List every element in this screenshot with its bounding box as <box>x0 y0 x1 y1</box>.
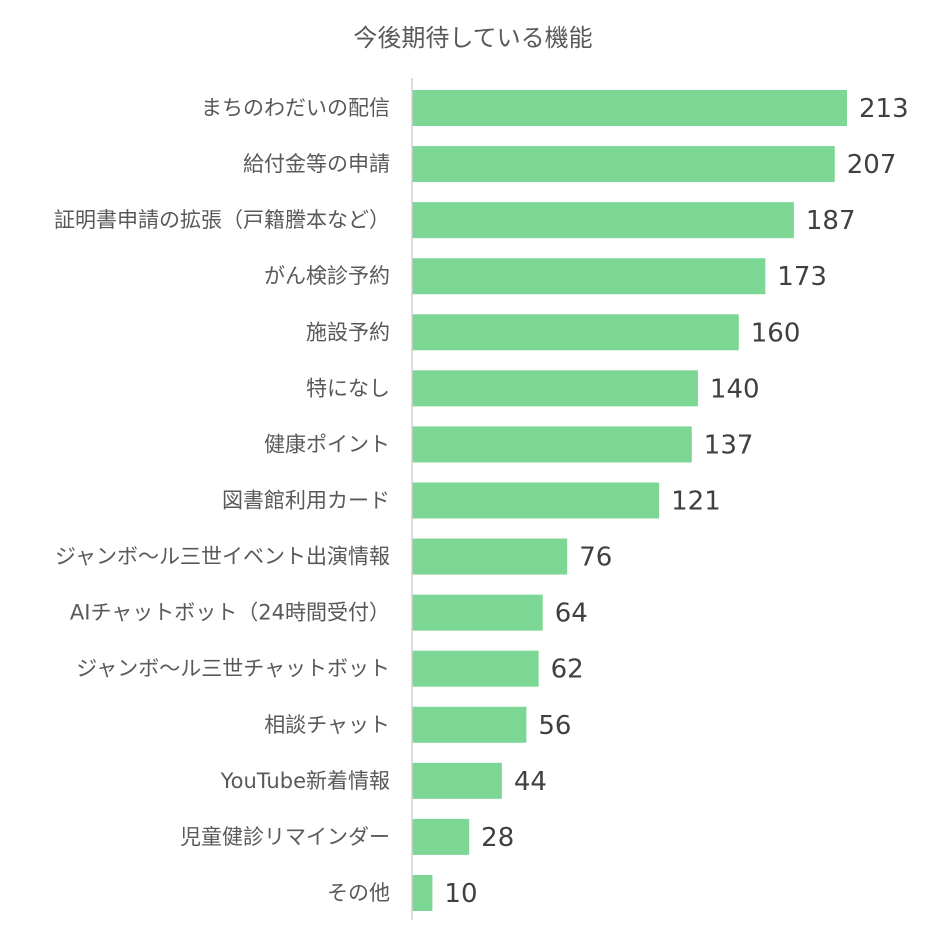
category-label: 証明書申請の拡張（戸籍謄本など） <box>54 208 390 232</box>
value-label: 187 <box>806 206 856 236</box>
bar <box>412 818 470 855</box>
category-label: まちのわだいの配信 <box>201 96 390 120</box>
category-label: その他 <box>327 881 390 905</box>
bar <box>412 258 766 295</box>
category-label: 施設予約 <box>306 320 390 344</box>
bar <box>412 762 502 799</box>
bar <box>412 90 847 126</box>
bar <box>412 706 527 743</box>
category-label: 相談チャット <box>264 713 390 737</box>
bar <box>412 482 660 519</box>
category-label: がん検診予約 <box>264 264 390 288</box>
value-label: 62 <box>551 655 584 685</box>
value-label: 56 <box>538 711 571 741</box>
bar <box>412 426 692 463</box>
value-label: 121 <box>671 486 721 516</box>
value-label: 10 <box>444 879 477 909</box>
bar <box>412 202 794 239</box>
category-label: ジャンボ～ル三世イベント出演情報 <box>55 545 390 569</box>
chart-title: 今後期待している機能 <box>353 24 593 52</box>
value-label: 137 <box>704 430 754 460</box>
category-label: 健康ポイント <box>264 432 390 456</box>
category-label: 特になし <box>306 376 390 400</box>
category-label: 給付金等の申請 <box>243 152 390 176</box>
value-label: 76 <box>579 543 612 573</box>
category-label: ジャンボ～ル三世チャットボット <box>76 657 390 681</box>
value-label: 140 <box>710 374 760 404</box>
value-label: 64 <box>555 599 588 629</box>
bar <box>412 146 835 183</box>
value-label: 28 <box>481 823 514 853</box>
category-label: 児童健診リマインダー <box>180 825 390 849</box>
bar <box>412 650 539 687</box>
bar <box>412 874 433 911</box>
bar <box>412 314 739 351</box>
category-label: 図書館利用カード <box>222 488 390 512</box>
category-label: AIチャットボット（24時間受付） <box>70 601 390 625</box>
value-label: 213 <box>859 94 909 124</box>
value-label: 160 <box>751 318 801 348</box>
value-label: 207 <box>847 150 897 180</box>
value-label: 44 <box>514 767 547 797</box>
bar <box>412 594 543 631</box>
bar <box>412 538 568 575</box>
bar <box>412 370 698 407</box>
value-label: 173 <box>777 262 827 292</box>
category-label: YouTube新着情報 <box>220 769 390 793</box>
